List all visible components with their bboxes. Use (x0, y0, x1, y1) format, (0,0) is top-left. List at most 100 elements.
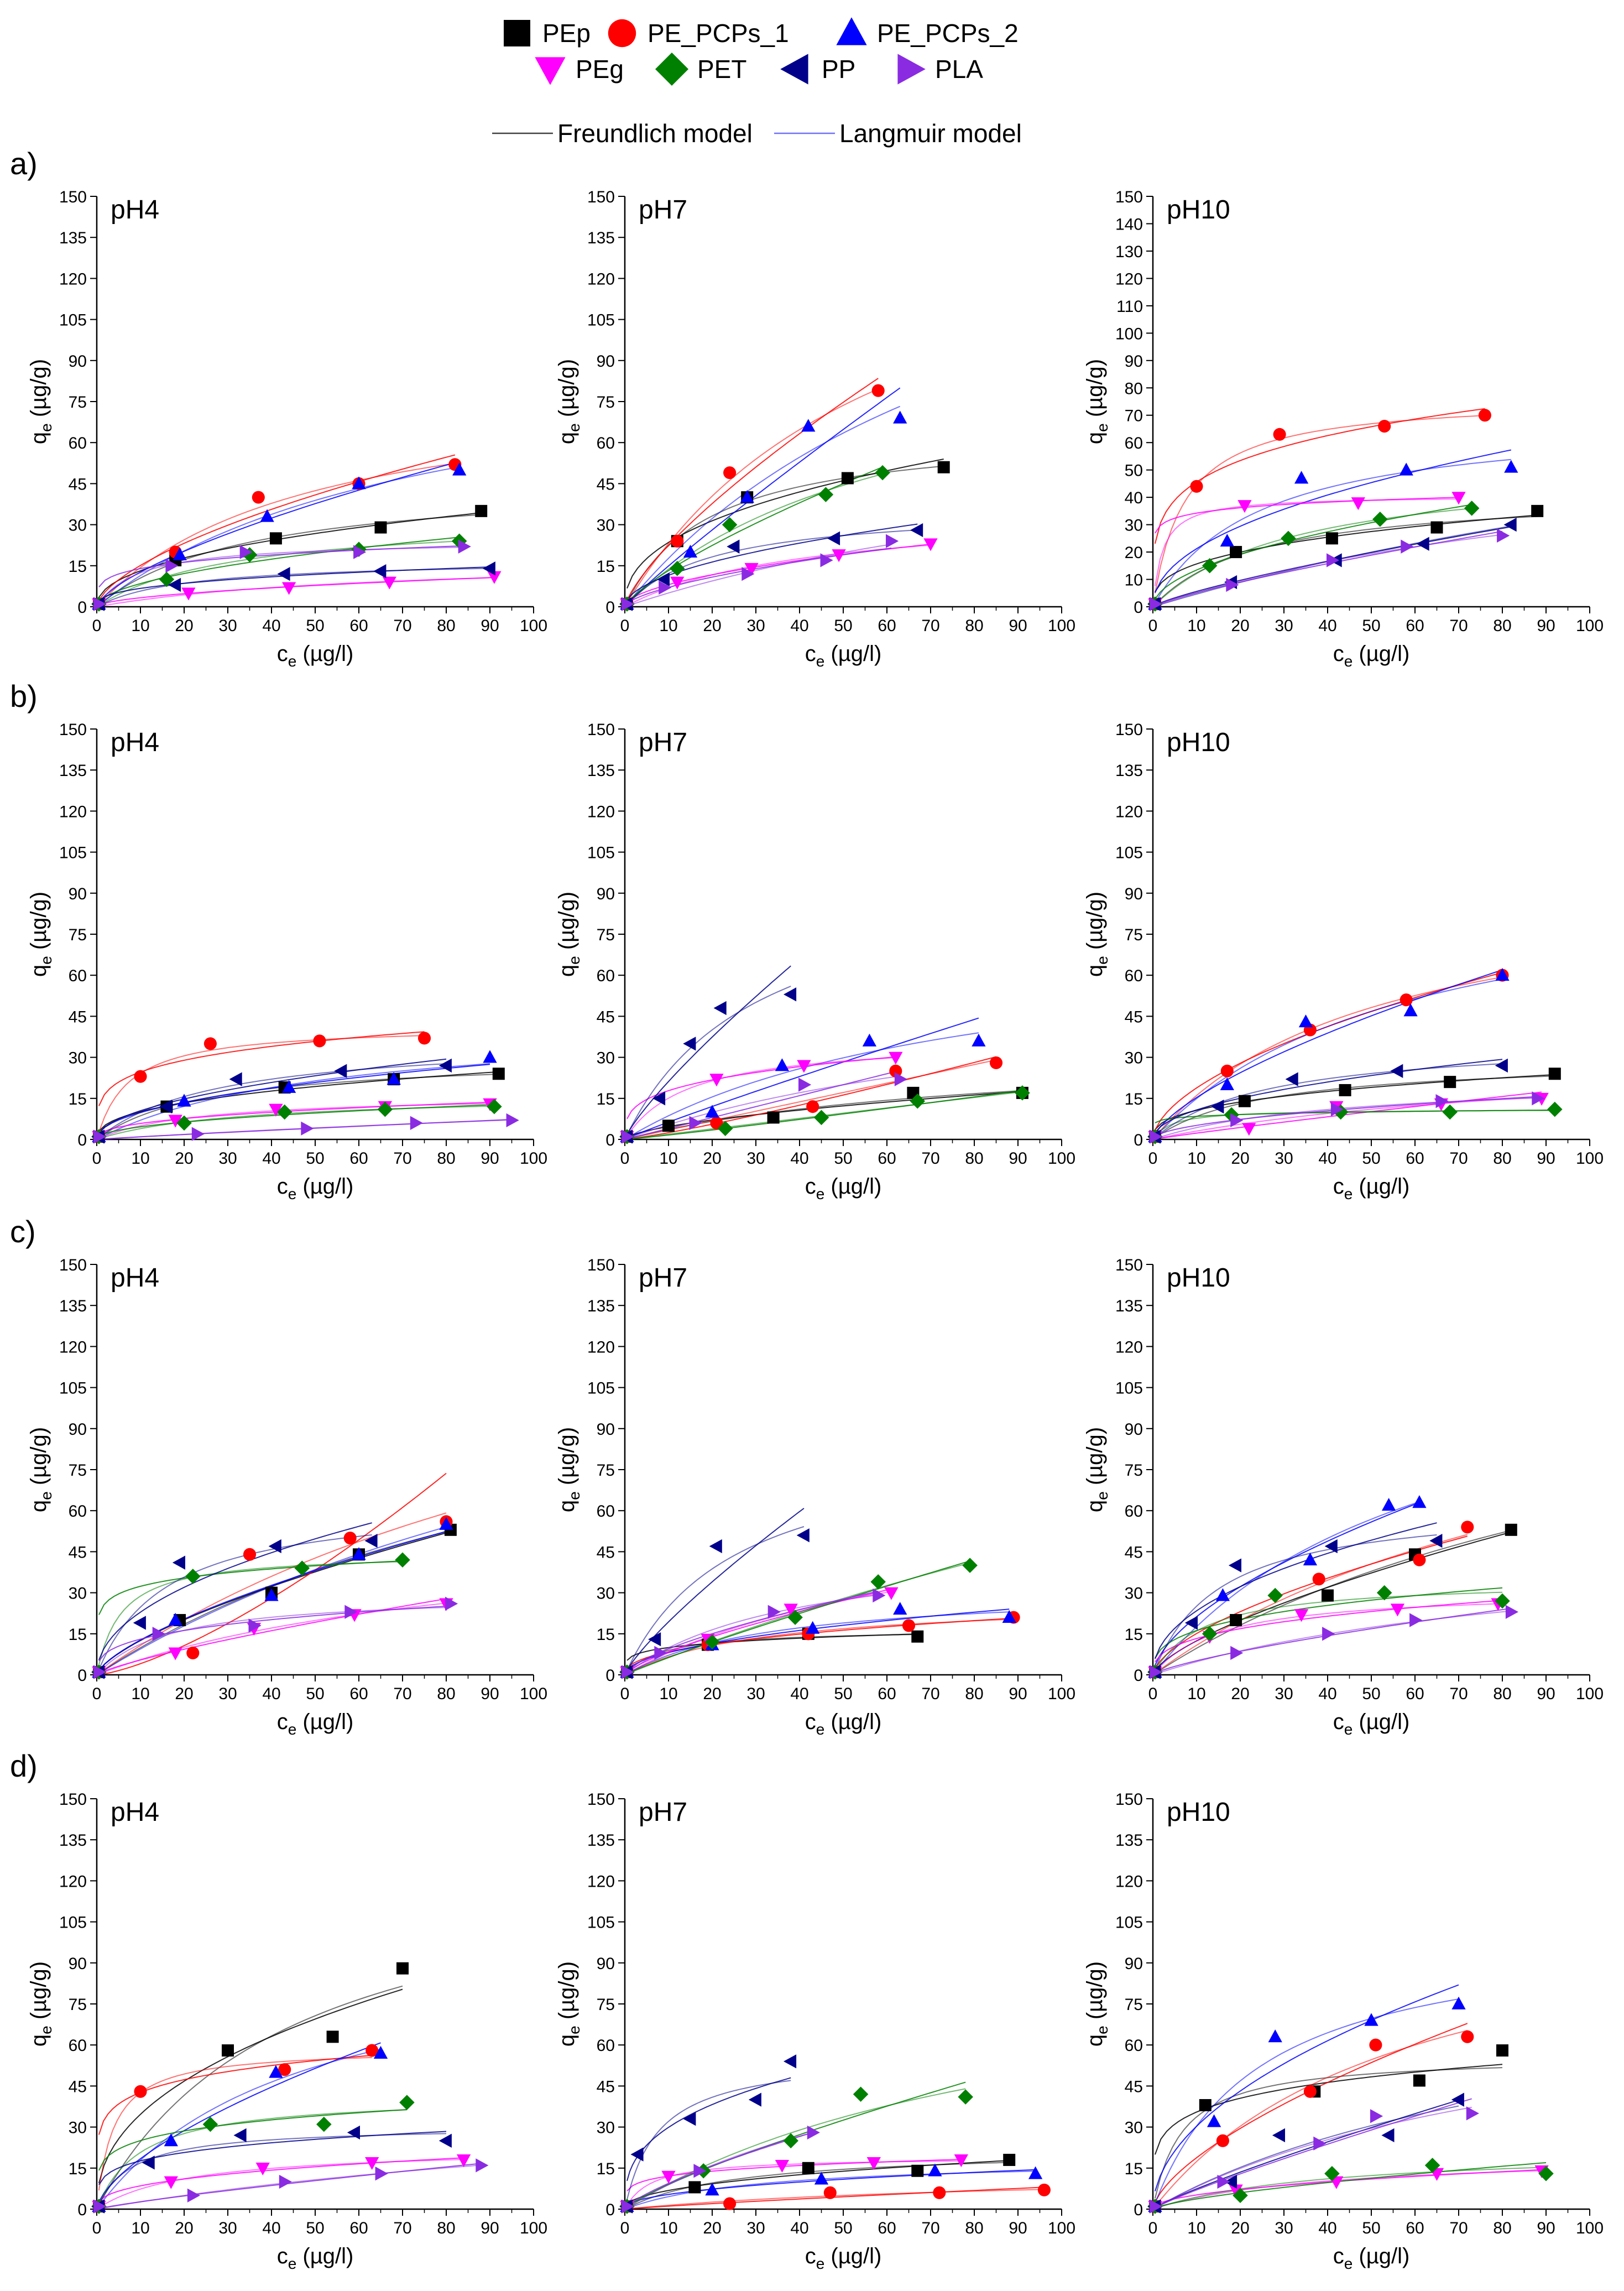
point-PLA (1370, 2109, 1383, 2123)
fit-langmuir-PLA (98, 2164, 482, 2210)
fit-langmuir-PLA (1155, 2106, 1472, 2209)
y-tick-label: 90 (69, 352, 87, 371)
y-axis-label-main: q (27, 1500, 51, 1512)
y-tick-label: 135 (59, 1831, 87, 1850)
point-PEp (911, 1630, 924, 1643)
y-tick-label: 120 (59, 270, 87, 288)
fit-langmuir-PE2 (626, 405, 901, 605)
panel-title: pH10 (1167, 195, 1230, 225)
legend-marker-PE1 (608, 19, 636, 48)
x-tick-label: 50 (1362, 1149, 1380, 1168)
y-tick-label: 60 (1125, 967, 1143, 985)
point-PET (377, 1101, 393, 1117)
y-tick-label: 135 (59, 1297, 87, 1315)
point-PLA (659, 580, 672, 595)
x-axis-label: ce (µg/l) (1333, 1174, 1410, 1202)
x-tick-label: 20 (703, 1149, 721, 1168)
y-axis-label-unit: (µg/g) (1083, 1427, 1107, 1491)
y-tick-label: 30 (69, 2119, 87, 2137)
fit-freundlich-PE2 (98, 461, 459, 603)
point-PE1 (1413, 1553, 1426, 1566)
point-PEp (492, 1068, 505, 1080)
point-PE1 (1037, 2183, 1051, 2196)
y-tick-label: 120 (587, 1872, 615, 1891)
y-tick-label: 30 (597, 1585, 615, 1603)
point-PET (316, 2116, 332, 2132)
point-PEp (1444, 1076, 1456, 1089)
y-tick-label: 150 (1115, 721, 1143, 739)
legend-marker-PET (655, 53, 688, 86)
fit-langmuir-PLA (98, 1606, 451, 1673)
point-PP (133, 1616, 146, 1630)
fit-langmuir-PET (1155, 2167, 1547, 2209)
point-PE2 (814, 2172, 829, 2185)
x-tick-label: 60 (878, 2219, 896, 2237)
fit-freundlich-PE2 (626, 387, 901, 605)
y-axis-label-main: q (555, 2034, 579, 2047)
fit-freundlich-PE1 (98, 1031, 425, 1106)
x-tick-label: 0 (92, 2219, 102, 2237)
point-PE2 (801, 419, 816, 432)
panel-a-ph4: 0 10 20 30 40 50 60 70 80 90 100 0 15 30 45 60 75 90 105 12… (27, 188, 547, 670)
y-axis-label: qe (µg/g) (1083, 1427, 1111, 1512)
point-PET (1372, 511, 1388, 527)
x-tick-label: 0 (92, 617, 102, 635)
x-tick-label: 100 (1576, 1685, 1604, 1703)
y-tick-label: 0 (77, 1131, 87, 1149)
point-PEg (168, 1115, 182, 1128)
point-PE1 (1216, 2134, 1229, 2147)
y-tick-label: 150 (59, 1790, 87, 1809)
fit-langmuir-PEg (626, 2160, 962, 2206)
y-tick-label: 60 (1125, 434, 1143, 452)
x-axis-label-sub: e (1344, 2255, 1353, 2272)
fit-freundlich-PET (98, 2109, 407, 2171)
fit-freundlich-PE2 (626, 1017, 979, 1139)
y-tick-label: 60 (597, 1502, 615, 1521)
y-tick-label: 105 (59, 844, 87, 862)
point-PEg (832, 549, 846, 563)
x-axis-label-unit: (µg/l) (824, 1710, 881, 1734)
point-PEp (841, 472, 854, 485)
point-PP (784, 2054, 797, 2069)
legend-label-PET: PET (697, 55, 746, 84)
point-PE1 (871, 384, 885, 397)
point-PLA (1497, 528, 1510, 543)
fit-freundlich-PET (1155, 1587, 1503, 1659)
x-tick-label: 90 (1009, 617, 1027, 635)
fit-langmuir-PP (1154, 1534, 1437, 1670)
point-PP (438, 1058, 452, 1073)
point-PE1 (134, 1070, 147, 1083)
point-PLA (820, 553, 833, 567)
point-PEp (1230, 1614, 1242, 1627)
y-axis-label-sub: e (566, 423, 583, 432)
x-tick-label: 100 (1576, 1149, 1604, 1168)
point-PET (1281, 530, 1296, 546)
x-axis-label-unit: (µg/l) (296, 642, 353, 666)
point-PET (1464, 501, 1480, 516)
point-PE2 (352, 1547, 366, 1560)
x-axis-label-sub: e (288, 653, 297, 670)
point-PEg (661, 2170, 676, 2184)
x-axis-label: ce (µg/l) (277, 1174, 354, 1202)
point-PE1 (723, 2197, 737, 2210)
x-axis-label-unit: (µg/l) (824, 642, 881, 666)
point-PEg (365, 2157, 379, 2170)
y-axis-label-main: q (1083, 2034, 1107, 2047)
fit-freundlich-PEg (98, 1598, 447, 1674)
fit-langmuir-PLA (98, 546, 464, 604)
x-tick-label: 60 (349, 1685, 368, 1703)
point-PLA (622, 1665, 635, 1679)
y-tick-label: 20 (1125, 544, 1143, 562)
x-axis-label-sub: e (1344, 1185, 1353, 1202)
y-axis-label-main: q (27, 965, 51, 977)
x-tick-label: 70 (393, 617, 411, 635)
x-tick-label: 0 (92, 1685, 102, 1703)
legend-label-PP: PP (822, 55, 855, 84)
point-PE2 (1215, 1588, 1230, 1601)
y-axis-label-sub: e (566, 1491, 583, 1500)
fit-langmuir-PE1 (98, 1035, 425, 1133)
point-PET (202, 2116, 218, 2132)
x-axis-label: ce (µg/l) (805, 642, 882, 670)
y-tick-label: 75 (1125, 1996, 1143, 2014)
point-PLA (301, 1121, 314, 1136)
